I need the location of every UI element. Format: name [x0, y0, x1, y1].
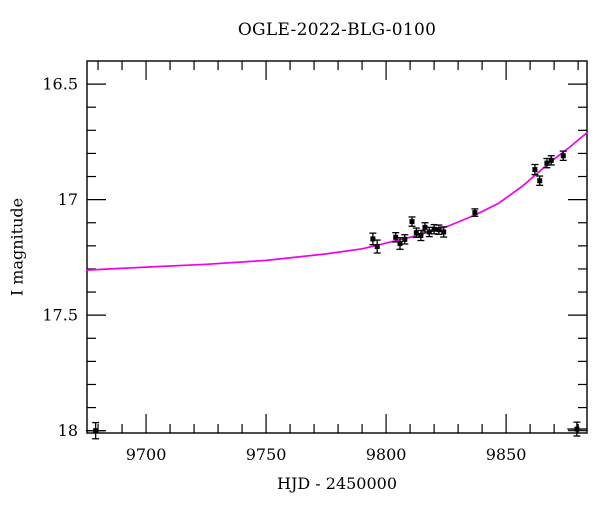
- data-point: [397, 241, 403, 247]
- data-point: [548, 157, 554, 163]
- x-tick-label: 9800: [366, 445, 407, 464]
- data-point: [537, 178, 543, 184]
- data-points: [86, 150, 587, 440]
- axis-frame: [86, 60, 588, 434]
- data-point: [436, 227, 442, 233]
- data-point: [441, 229, 447, 235]
- y-tick-label: 17.5: [42, 306, 78, 325]
- data-point: [426, 229, 432, 235]
- data-point: [370, 236, 376, 242]
- x-tick-labels: 9700 9750 9800 9850: [126, 445, 527, 464]
- data-point: [374, 244, 380, 250]
- x-tick-label: 9850: [486, 445, 527, 464]
- y-tick-label: 16.5: [42, 75, 78, 94]
- y-tick-label: 17: [58, 190, 78, 209]
- data-point: [418, 232, 424, 238]
- y-tick-labels: 16.5 17 17.5 18: [42, 75, 78, 441]
- plot-title: OGLE-2022-BLG-0100: [237, 20, 437, 40]
- data-point: [402, 236, 408, 242]
- data-point: [413, 230, 419, 236]
- data-point: [409, 219, 415, 225]
- x-tick-label: 9750: [246, 445, 287, 464]
- x-ticks: [97, 61, 579, 433]
- data-point: [93, 428, 99, 434]
- data-point: [472, 210, 478, 216]
- data-point: [574, 426, 580, 432]
- model-curve: [86, 131, 588, 271]
- data-point: [560, 153, 566, 159]
- data-point: [431, 226, 437, 232]
- data-point: [544, 160, 550, 166]
- data-point: [393, 234, 399, 240]
- x-tick-label: 9700: [126, 445, 167, 464]
- x-axis-label: HJD - 2450000: [276, 474, 398, 493]
- y-tick-label: 18: [58, 421, 78, 440]
- data-point: [422, 224, 428, 230]
- data-point: [532, 167, 538, 173]
- y-ticks: [87, 83, 587, 432]
